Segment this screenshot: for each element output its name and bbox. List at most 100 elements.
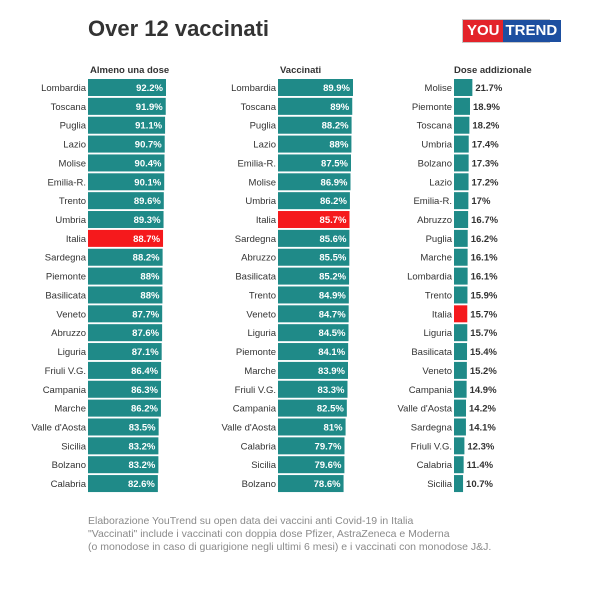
panel-title: Vaccinati bbox=[280, 65, 321, 76]
bar bbox=[278, 399, 347, 417]
value-label: 85.5% bbox=[319, 253, 346, 264]
category-label: Veneto bbox=[56, 309, 86, 320]
value-label: 15.7% bbox=[470, 309, 497, 320]
footer-note: Elaborazione YouTrend su open data dei v… bbox=[88, 515, 491, 554]
bar bbox=[454, 229, 468, 247]
category-label: Molise bbox=[249, 177, 276, 188]
category-label: Sardegna bbox=[411, 422, 453, 433]
value-label: 79.6% bbox=[314, 460, 341, 471]
category-label: Basilicata bbox=[235, 272, 276, 283]
bar bbox=[88, 456, 159, 474]
category-label: Sardegna bbox=[235, 234, 277, 245]
value-label: 12.3% bbox=[467, 441, 494, 452]
panel-title: Almeno una dose bbox=[90, 65, 169, 76]
bar bbox=[88, 229, 164, 247]
value-label: 83.3% bbox=[318, 385, 345, 396]
category-label: Valle d'Aosta bbox=[398, 404, 453, 415]
bar bbox=[88, 248, 163, 266]
bar bbox=[278, 305, 349, 323]
bar bbox=[454, 380, 467, 398]
value-label: 10.7% bbox=[466, 479, 493, 490]
bar bbox=[88, 437, 159, 455]
bar bbox=[454, 248, 468, 266]
category-label: Italia bbox=[66, 234, 87, 245]
value-label: 83.2% bbox=[128, 460, 155, 471]
value-label: 16.7% bbox=[471, 215, 498, 226]
category-label: Piemonte bbox=[46, 272, 86, 283]
value-label: 85.7% bbox=[320, 215, 347, 226]
value-label: 11.4% bbox=[467, 460, 494, 471]
value-label: 89.9% bbox=[323, 83, 350, 94]
category-label: Sicilia bbox=[61, 441, 87, 452]
bar bbox=[88, 286, 163, 304]
value-label: 86.3% bbox=[131, 385, 158, 396]
category-label: Puglia bbox=[250, 121, 277, 132]
bar bbox=[278, 192, 350, 210]
value-label: 18.9% bbox=[473, 102, 500, 113]
bar bbox=[454, 154, 469, 172]
bar bbox=[454, 173, 469, 191]
category-label: Liguria bbox=[247, 328, 276, 339]
value-label: 82.5% bbox=[317, 404, 344, 415]
category-label: Italia bbox=[256, 215, 277, 226]
category-label: Valle d'Aosta bbox=[222, 422, 277, 433]
bar bbox=[88, 192, 164, 210]
category-label: Emilia-R. bbox=[413, 196, 452, 207]
bar bbox=[278, 79, 353, 96]
category-label: Friuli V.G. bbox=[411, 441, 452, 452]
bar bbox=[454, 79, 473, 96]
category-label: Piemonte bbox=[236, 347, 276, 358]
category-label: Sicilia bbox=[251, 460, 277, 471]
bar bbox=[88, 211, 164, 229]
bar bbox=[88, 399, 161, 417]
category-label: Sardegna bbox=[45, 253, 87, 264]
value-label: 89.6% bbox=[134, 196, 161, 207]
value-label: 78.6% bbox=[314, 479, 341, 490]
category-label: Calabria bbox=[417, 460, 453, 471]
value-label: 88% bbox=[140, 290, 160, 301]
bar bbox=[278, 116, 352, 134]
category-label: Emilia-R. bbox=[47, 177, 86, 188]
value-label: 90.7% bbox=[135, 140, 162, 151]
value-label: 79.7% bbox=[315, 441, 342, 452]
category-label: Basilicata bbox=[411, 347, 452, 358]
value-label: 81% bbox=[324, 422, 344, 433]
category-label: Marche bbox=[54, 404, 86, 415]
category-label: Umbria bbox=[245, 196, 276, 207]
value-label: 83.2% bbox=[128, 441, 155, 452]
category-label: Veneto bbox=[422, 366, 452, 377]
category-label: Basilicata bbox=[45, 290, 86, 301]
bar bbox=[278, 286, 349, 304]
panel-title: Dose addizionale bbox=[454, 65, 532, 76]
bar bbox=[88, 305, 163, 323]
value-label: 83.9% bbox=[318, 366, 345, 377]
bar bbox=[278, 380, 348, 398]
bar bbox=[454, 475, 464, 493]
footer-line: "Vaccinati" include i vaccinati con dopp… bbox=[88, 528, 450, 540]
value-label: 86.2% bbox=[131, 404, 158, 415]
value-label: 84.7% bbox=[319, 309, 346, 320]
bar bbox=[278, 456, 345, 474]
category-label: Abruzzo bbox=[51, 328, 86, 339]
bar bbox=[454, 211, 469, 229]
value-label: 88% bbox=[140, 272, 160, 283]
bar bbox=[88, 418, 159, 436]
bar bbox=[88, 267, 163, 285]
category-label: Campania bbox=[233, 404, 277, 415]
bar bbox=[88, 380, 162, 398]
value-label: 17.4% bbox=[472, 140, 499, 151]
value-label: 86.4% bbox=[131, 366, 158, 377]
bar bbox=[278, 97, 353, 115]
value-label: 91.1% bbox=[135, 121, 162, 132]
category-label: Lazio bbox=[63, 140, 86, 151]
category-label: Umbria bbox=[55, 215, 86, 226]
category-label: Lazio bbox=[253, 140, 276, 151]
category-label: Toscana bbox=[417, 121, 453, 132]
bar bbox=[88, 173, 165, 191]
category-label: Trento bbox=[59, 196, 86, 207]
bar bbox=[454, 437, 465, 455]
footer-line: (o monodose in caso di guarigione negli … bbox=[88, 541, 492, 553]
value-label: 16.2% bbox=[471, 234, 498, 245]
